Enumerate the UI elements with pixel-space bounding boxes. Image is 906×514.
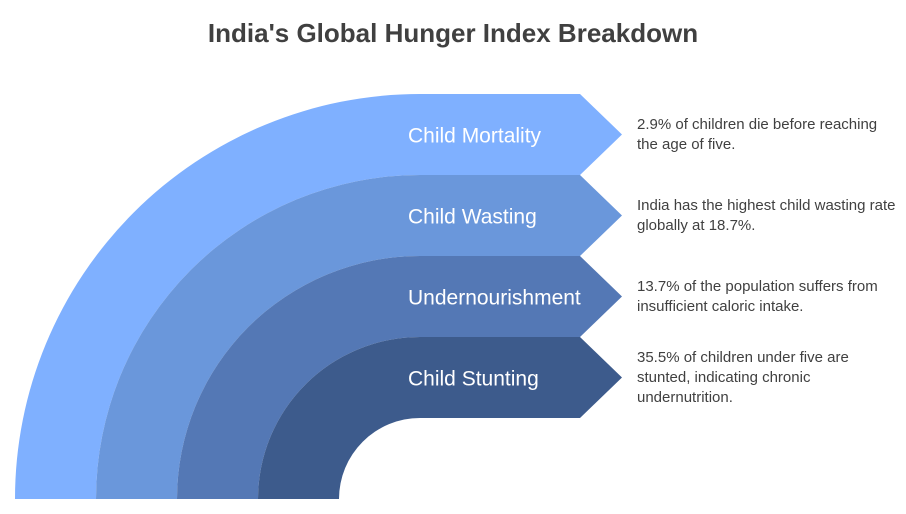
description-child-mortality: 2.9% of children die before reaching the… [637, 116, 878, 153]
band-child-mortality [15, 94, 622, 499]
label-child-mortality: Child Mortality [408, 125, 542, 148]
band-child-stunting [258, 337, 622, 499]
label-child-stunting: Child Stunting [408, 368, 539, 391]
label-child-wasting: Child Wasting [408, 206, 537, 229]
description-child-stunting: 35.5% of children under five are stunted… [637, 349, 849, 406]
description-child-wasting: India has the highest child wasting rate… [637, 197, 896, 234]
diagram-title: India's Global Hunger Index Breakdown [207, 18, 699, 48]
label-undernourishment: Undernourishment [408, 287, 581, 310]
description-undernourishment: 13.7% of the population suffers from ins… [637, 278, 878, 315]
band-undernourishment [177, 256, 622, 499]
